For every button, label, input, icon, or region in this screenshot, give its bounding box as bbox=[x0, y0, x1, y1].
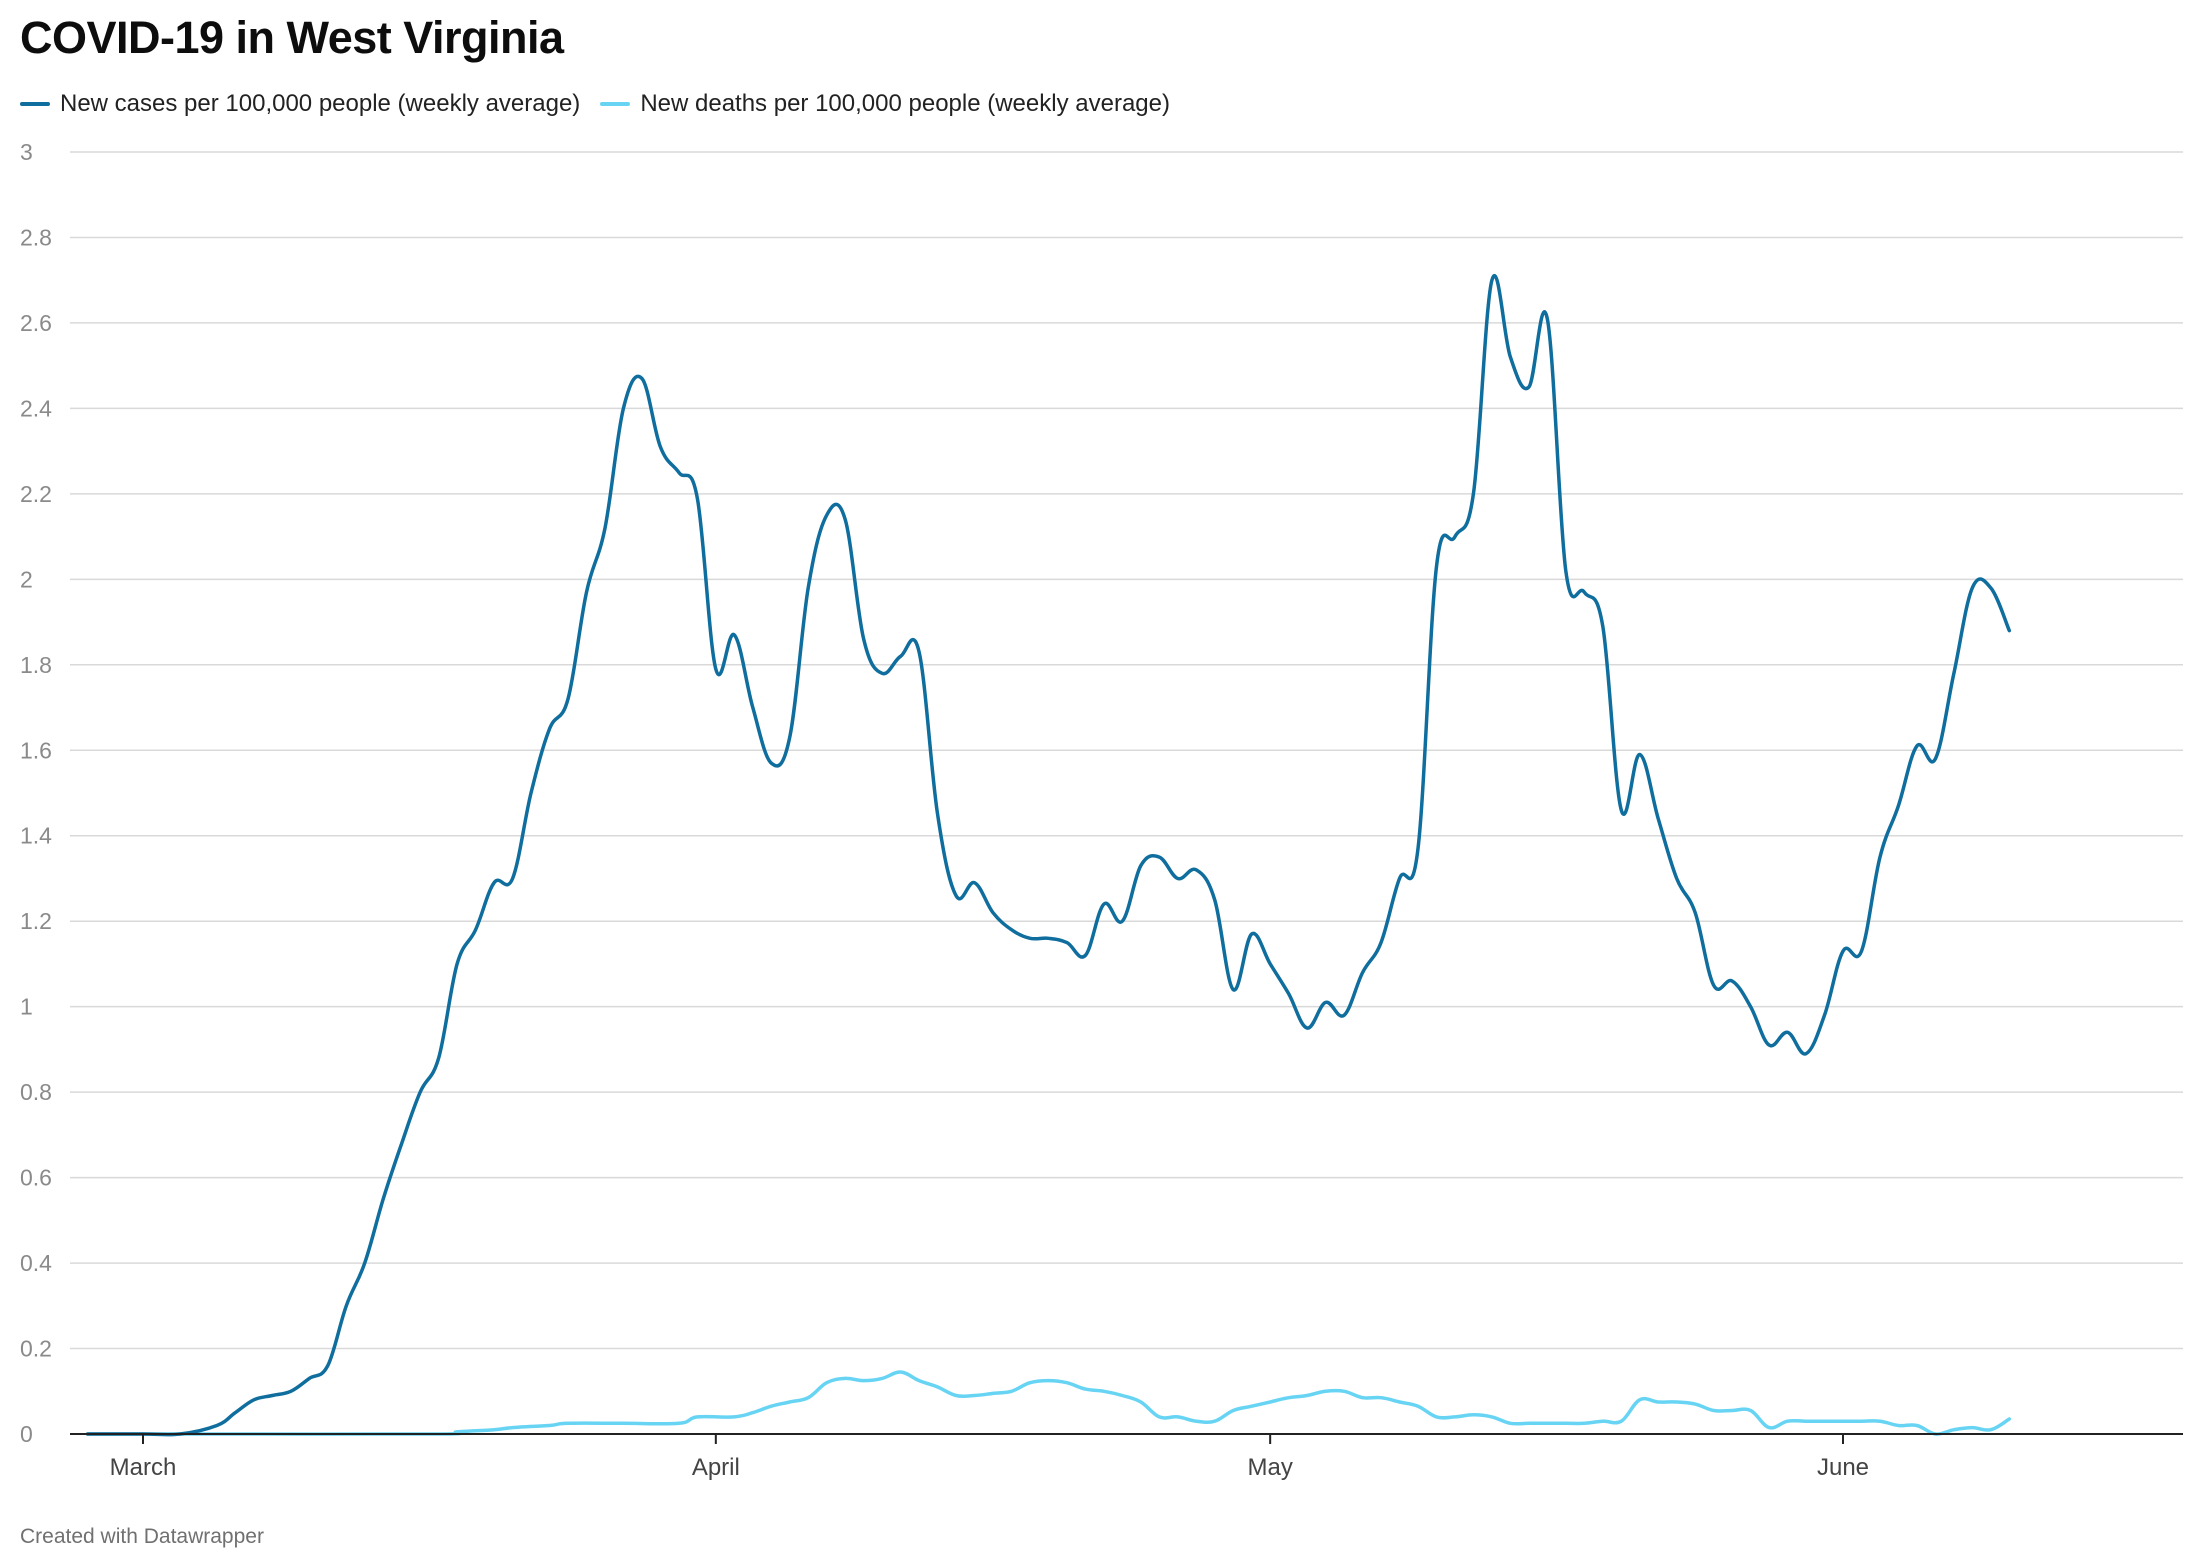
series-line-new-cases bbox=[85, 274, 2012, 1437]
y-gridlines bbox=[70, 151, 2183, 1350]
x-axis: March April May June bbox=[70, 1433, 2183, 1481]
y-axis-ticks: 0 0.2 0.4 0.6 0.8 1 1.2 1.4 1.6 1.8 2 2.2 2.4 2.6 2.8 3 bbox=[20, 139, 52, 1447]
chart-legend: New cases per 100,000 people (weekly ave… bbox=[20, 90, 1190, 118]
y-tick-label: 1.6 bbox=[20, 737, 52, 763]
x-tick-label: May bbox=[1248, 1454, 1293, 1481]
x-tick-label: June bbox=[1817, 1454, 1869, 1481]
x-tick-label: March bbox=[110, 1454, 177, 1481]
y-tick-label: 0.8 bbox=[20, 1079, 52, 1105]
legend-item-cases: New cases per 100,000 people (weekly ave… bbox=[20, 90, 580, 118]
y-tick-label: 2.8 bbox=[20, 224, 52, 250]
y-tick-label: 2.6 bbox=[20, 310, 52, 336]
y-tick-label: 0.2 bbox=[20, 1336, 52, 1362]
series-line-new-deaths bbox=[85, 1370, 2012, 1436]
y-tick-label: 2.2 bbox=[20, 481, 52, 507]
legend-item-deaths: New deaths per 100,000 people (weekly av… bbox=[600, 90, 1170, 118]
legend-label-cases: New cases per 100,000 people (weekly ave… bbox=[60, 90, 581, 117]
legend-swatch-cases bbox=[20, 102, 50, 106]
y-tick-label: 1.2 bbox=[20, 908, 52, 934]
y-tick-label: 2.4 bbox=[20, 395, 52, 421]
x-tick-label: April bbox=[692, 1454, 740, 1481]
series-lines bbox=[85, 274, 2012, 1437]
legend-label-deaths: New deaths per 100,000 people (weekly av… bbox=[640, 90, 1170, 117]
y-tick-label: 2 bbox=[20, 566, 33, 592]
y-tick-label: 0 bbox=[20, 1421, 33, 1447]
y-tick-label: 1.8 bbox=[20, 652, 52, 678]
chart-title: COVID-19 in West Virginia bbox=[20, 12, 564, 63]
y-tick-label: 1 bbox=[20, 994, 33, 1020]
credit-footer: Created with Datawrapper bbox=[20, 1525, 264, 1548]
y-tick-label: 0.6 bbox=[20, 1165, 52, 1191]
y-tick-label: 1.4 bbox=[20, 823, 52, 849]
y-tick-label: 3 bbox=[20, 139, 33, 165]
legend-swatch-deaths bbox=[600, 102, 631, 106]
y-tick-label: 0.4 bbox=[20, 1250, 52, 1276]
